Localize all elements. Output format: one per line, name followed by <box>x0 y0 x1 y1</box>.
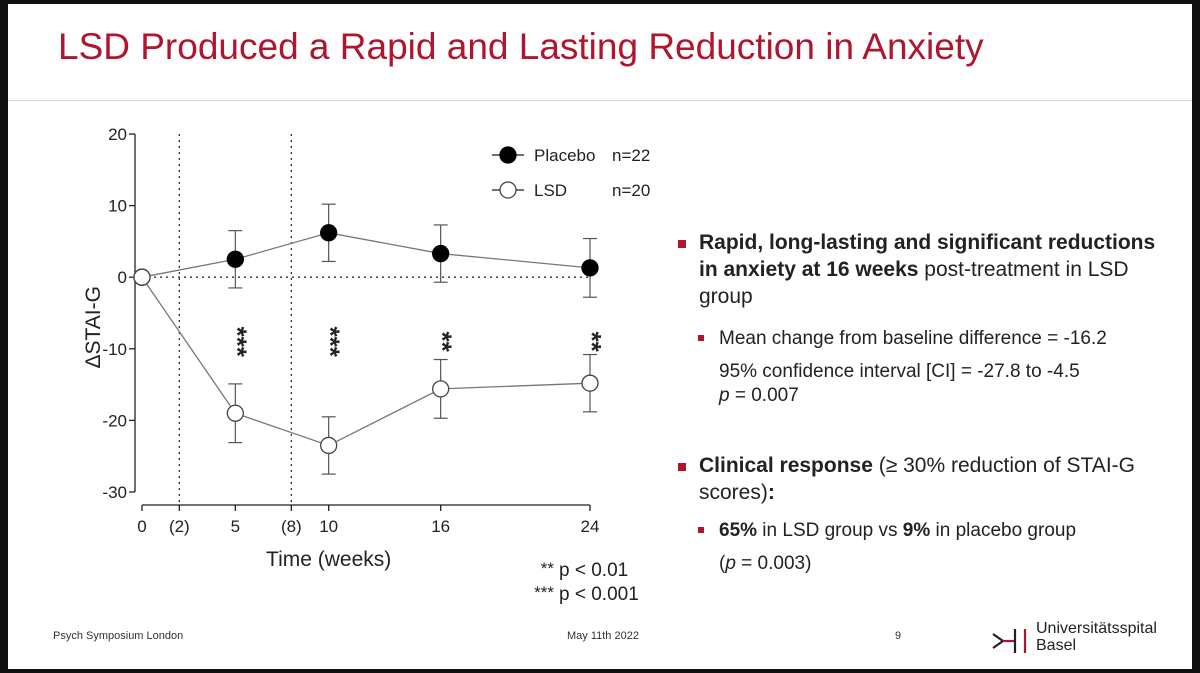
legend-label: LSD <box>534 181 567 200</box>
footer-date: May 11th 2022 <box>567 630 639 642</box>
bullet-1-sub-line-2: 95% confidence interval [CI] = -27.8 to … <box>719 361 1080 382</box>
legend-n: n=22 <box>612 146 650 165</box>
bullet-1-text: Rapid, long-lasting and significant redu… <box>699 229 1179 310</box>
sig-legend-text: p < 0.01 <box>559 560 628 581</box>
title-divider <box>8 100 1192 101</box>
bullet-1-bold: Rapid, long-lasting and significant redu… <box>699 231 1156 281</box>
bullet-2-sub-line-1: 65% in LSD group vs 9% in placebo group <box>719 518 1076 543</box>
significance-marker: ** <box>577 332 607 353</box>
bullet-2-text: Clinical response (≥ 30% reduction of ST… <box>699 452 1154 506</box>
legend-n: n=20 <box>612 181 650 200</box>
x-tick-label: (2) <box>169 517 190 536</box>
p-italic-2: p <box>725 553 736 574</box>
sig-legend-stars: ** <box>541 559 555 578</box>
x-tick-label: 10 <box>319 517 338 536</box>
series-line-placebo <box>141 232 591 278</box>
x-tick-label: 0 <box>137 517 146 536</box>
bullet-marker-1 <box>678 240 686 248</box>
data-point-lsd <box>226 404 244 422</box>
bullet-2-rest: (≥ 30% reduction of STAI-G scores) <box>699 454 1135 504</box>
y-tick-label: -10 <box>102 340 127 359</box>
significance-marker: ** <box>428 332 458 353</box>
logo-line-1: Universitätsspital <box>1036 620 1157 637</box>
x-tick-label: 5 <box>231 517 240 536</box>
y-tick-label: 0 <box>118 268 127 287</box>
chart: 20 10 0 -10 -20 -30 0 (2) 5 (8) 10 16 24 Time (weeks)… <box>82 125 650 605</box>
significance-marker: *** <box>316 326 346 357</box>
data-point-placebo <box>320 224 338 242</box>
x-tick-label: 24 <box>581 517 600 536</box>
x-tick-label: (8) <box>281 517 302 536</box>
response-mid: in LSD group vs <box>757 520 903 541</box>
bullet-2-sub-line-2: (p = 0.003) <box>719 551 811 576</box>
data-point-placebo <box>581 259 599 277</box>
x-axis-title: Time (weeks) <box>266 548 391 571</box>
data-point-lsd <box>432 380 450 398</box>
footer-page-number: 9 <box>895 630 902 642</box>
y-axis-title: ΔSTAI-G <box>82 286 105 368</box>
bullet-2-tail: : <box>767 481 775 504</box>
slide: LSD Produced a Rapid and Lasting Reducti… <box>8 4 1192 669</box>
legend-marker-lsd <box>499 181 517 199</box>
logo-text: Universitätsspital Basel <box>1036 620 1157 654</box>
footer-event: Psych Symposium London <box>53 630 184 642</box>
data-point-lsd <box>320 436 338 455</box>
data-point-lsd <box>581 374 599 392</box>
significance-marker: *** <box>222 326 252 357</box>
bullet-1-rest: post-treatment in LSD group <box>699 258 1129 308</box>
p-value: = 0.007 <box>729 385 799 406</box>
bullet-1-sub-line-1: Mean change from baseline difference = -… <box>719 328 1107 349</box>
y-tick-label: -30 <box>102 483 127 502</box>
y-tick-label: 20 <box>108 125 127 144</box>
legend-marker-placebo <box>499 146 517 164</box>
slide-title: LSD Produced a Rapid and Lasting Reducti… <box>58 26 984 67</box>
series-line-lsd <box>141 276 591 447</box>
bullet-2-bold: Clinical response <box>699 454 873 477</box>
sub-bullet-marker-1 <box>698 335 704 341</box>
y-tick-label: -20 <box>102 411 127 430</box>
sig-legend-stars: *** <box>534 583 554 602</box>
y-tick-label: 10 <box>108 197 127 216</box>
data-point-placebo <box>432 244 450 263</box>
logo-line-2: Basel <box>1036 637 1077 654</box>
p-italic: p <box>719 385 730 406</box>
placebo-response: 9% <box>902 520 931 541</box>
legend-label: Placebo <box>534 146 595 165</box>
data-point-placebo <box>226 250 244 268</box>
bullet-marker-2 <box>678 463 686 471</box>
university-hospital-logo-icon <box>992 629 1027 653</box>
paren-open: ( <box>719 553 726 574</box>
bullet-1-sub-line-3: p = 0.007 <box>719 383 799 408</box>
p-value-2: = 0.003) <box>735 553 812 574</box>
sig-legend-text: p < 0.001 <box>559 584 639 605</box>
response-end: in placebo group <box>930 520 1077 541</box>
lsd-response: 65% <box>719 520 758 541</box>
data-point-lsd <box>133 268 151 286</box>
x-tick-label: 16 <box>431 517 450 536</box>
sub-bullet-marker-2 <box>698 527 704 533</box>
